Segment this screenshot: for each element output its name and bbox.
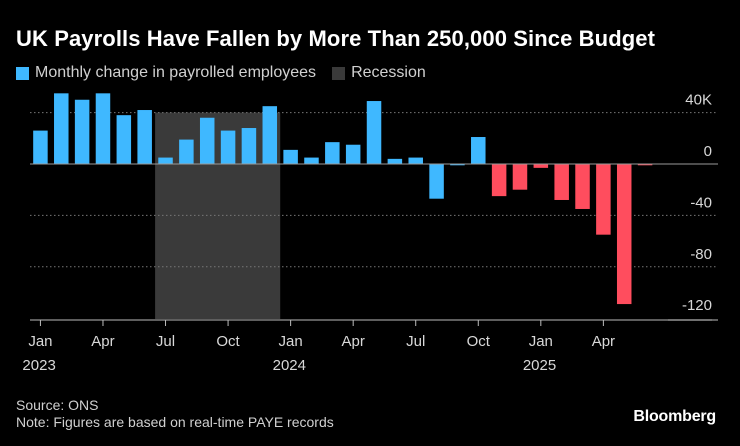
legend: Monthly change in payrolled employees Re… [16,64,442,82]
bar [241,128,257,164]
x-tick-label: Apr [592,333,615,350]
x-year-label: 2023 [22,357,55,374]
y-tick-label: 40K [685,92,712,109]
x-tick-label: Jan [279,333,303,350]
bar [450,164,465,166]
source-note: Source: ONS [16,397,99,413]
legend-label-recession: Recession [351,64,426,81]
bar [54,93,69,164]
bar [137,110,152,164]
x-tick-label: Apr [342,333,365,350]
x-tick-label: Oct [216,333,240,350]
bar [512,164,528,190]
x-tick-label: Jan [529,333,553,350]
bar [220,130,236,164]
bloomberg-logo: Bloomberg [633,408,716,425]
bar [283,149,298,164]
y-tick-label: -120 [682,297,712,314]
bar [262,106,278,164]
bar [554,164,569,200]
bar [637,164,653,166]
x-tick-label: Apr [91,333,114,350]
bar [116,115,132,164]
x-year-label: 2024 [273,357,306,374]
recession-shading [155,112,281,319]
legend-swatch-recession [332,66,346,80]
legend-item-recession: Recession [332,64,426,82]
footnote: Note: Figures are based on real-time PAY… [16,414,334,430]
bar [33,130,48,164]
bar [429,164,444,199]
bar [95,93,111,164]
legend-item-series: Monthly change in payrolled employees [16,64,316,82]
x-tick-label: Jul [156,333,175,350]
x-tick-label: Jul [406,333,425,350]
bar [158,157,173,164]
bar [325,142,340,164]
bar [491,164,507,197]
x-tick-label: Jan [28,333,52,350]
x-tick-label: Oct [467,333,491,350]
footer: Source: ONS Note: Figures are based on r… [16,397,334,431]
bar [575,164,590,209]
x-year-label: 2025 [523,357,556,374]
legend-label-series: Monthly change in payrolled employees [35,64,317,81]
y-tick-label: -40 [690,194,712,211]
y-tick-label: 0 [704,143,712,160]
bar [616,164,632,305]
bar [304,157,319,164]
bar [199,117,215,164]
bar [387,158,403,164]
bar [596,164,611,235]
bar [408,157,423,164]
bar [74,99,90,164]
bar [179,139,194,164]
bar [533,164,549,168]
bar [366,101,382,164]
bar [471,137,486,164]
chart-title: UK Payrolls Have Fallen by More Than 250… [16,26,656,51]
legend-swatch-series [16,66,29,80]
bar [345,144,361,164]
y-tick-label: -80 [690,246,712,263]
